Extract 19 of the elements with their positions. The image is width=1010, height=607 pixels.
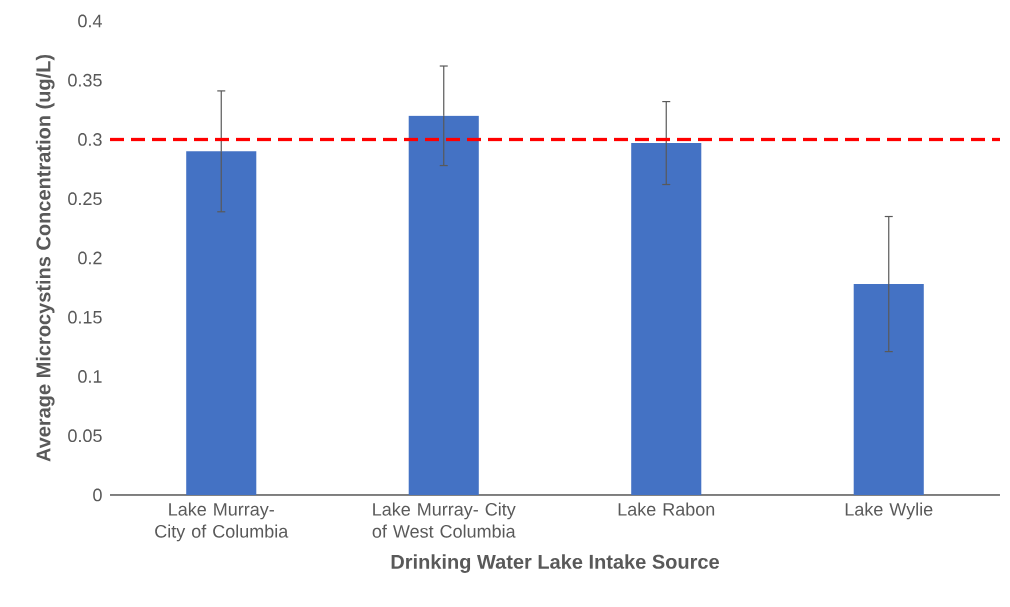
x-tick-label: Lake Murray- City of West Columbia: [372, 502, 516, 538]
bar: [631, 143, 702, 495]
x-axis-title: Drinking Water Lake Intake Source: [391, 554, 719, 573]
y-tick-label: 0.05: [68, 429, 102, 443]
x-tick-label: Lake Murray- City of Columbia: [155, 502, 289, 542]
y-tick-label: 0.25: [68, 192, 102, 206]
y-tick-label: 0.4: [78, 14, 102, 28]
y-tick-label: 0: [93, 488, 102, 502]
y-axis-title: Average Microcystins Concentration (ug/L): [35, 54, 55, 462]
y-tick-label: 0.15: [68, 310, 102, 324]
y-tick-label: 0.2: [78, 251, 102, 265]
bar: [186, 151, 257, 495]
x-tick-label: Lake Wylie: [845, 502, 933, 520]
x-tick-label: Lake Rabon: [618, 502, 715, 516]
bar: [853, 284, 924, 495]
y-tick-label: 0.3: [78, 133, 102, 146]
y-tick-label: 0.35: [68, 73, 102, 87]
bar: [408, 115, 479, 495]
y-tick-label: 0.1: [78, 370, 102, 383]
